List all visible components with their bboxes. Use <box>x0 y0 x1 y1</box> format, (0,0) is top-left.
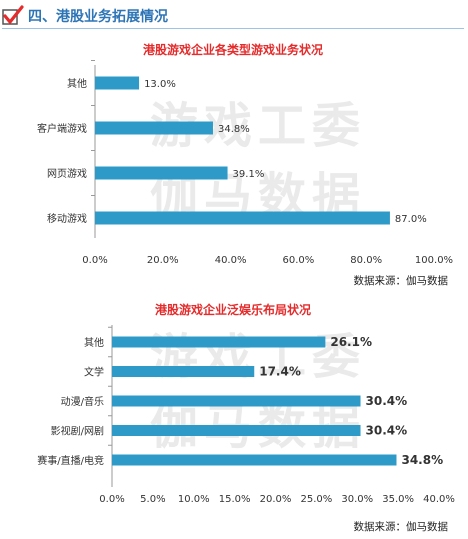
x-tick-label: 35.0% <box>382 494 414 505</box>
x-tick-label: 0.0% <box>82 255 107 266</box>
bar-value-label: 39.1% <box>233 169 265 180</box>
chart-pan-entertainment-svg: 港股游戏企业泛娱乐布局状况游戏工委伽马数据其他26.1%文学17.4%动漫/音乐… <box>37 302 455 533</box>
bar <box>95 166 228 180</box>
bar <box>112 425 361 436</box>
bar <box>95 121 213 135</box>
bar-value-label: 87.0% <box>395 214 427 225</box>
category-label: 其他 <box>67 77 87 90</box>
x-tick-label: 20.0% <box>147 255 179 266</box>
x-tick-label: 30.0% <box>341 494 373 505</box>
x-tick-label: 15.0% <box>219 494 251 505</box>
x-tick-label: 25.0% <box>300 494 332 505</box>
bar <box>95 76 140 90</box>
category-label: 动漫/音乐 <box>61 395 104 408</box>
section-header: 四、港股业务拓展情况 <box>0 0 468 30</box>
section-title: 四、港股业务拓展情况 <box>28 9 168 25</box>
chart-title: 港股游戏企业各类型游戏业务状况 <box>143 42 323 57</box>
source-note: 数据来源：伽马数据 <box>354 520 449 533</box>
category-label: 影视剧/网剧 <box>51 425 104 438</box>
bar-value-label: 30.4% <box>366 394 408 408</box>
x-tick-label: 40.0% <box>423 494 455 505</box>
bar <box>112 366 255 377</box>
x-tick-label: 5.0% <box>140 494 165 505</box>
bar-value-label: 30.4% <box>366 424 408 438</box>
category-label: 文学 <box>84 366 104 379</box>
category-label: 赛事/直播/电竞 <box>37 454 104 467</box>
bar <box>95 211 390 225</box>
source-note: 数据来源：伽马数据 <box>354 274 449 287</box>
bar-value-label: 13.0% <box>144 79 176 90</box>
header-divider <box>2 28 464 29</box>
category-label: 网页游戏 <box>47 167 87 180</box>
chart-game-business: 港股游戏企业各类型游戏业务状况 游戏工委 伽马数据 其他 13.0% 客户端游戏 34.8%… <box>0 30 468 292</box>
bar <box>112 454 397 466</box>
bar <box>112 395 361 407</box>
x-tick-label: 60.0% <box>283 255 315 266</box>
x-tick-label: 0.0% <box>99 494 124 505</box>
x-tick-label: 20.0% <box>260 494 292 505</box>
chart-title: 港股游戏企业泛娱乐布局状况 <box>155 302 311 317</box>
bar-value-label: 34.8% <box>218 124 250 135</box>
category-label: 客户端游戏 <box>37 122 87 135</box>
bar-value-label: 26.1% <box>330 335 372 349</box>
chart-pan-entertainment: 港股游戏企业泛娱乐布局状况游戏工委伽马数据其他26.1%文学17.4%动漫/音乐… <box>0 295 468 539</box>
x-tick-label: 100.0% <box>415 255 453 266</box>
bar-value-label: 17.4% <box>259 365 301 379</box>
x-tick-label: 40.0% <box>215 255 247 266</box>
bar-value-label: 34.8% <box>401 453 443 467</box>
category-label: 其他 <box>84 336 104 349</box>
bar <box>112 336 326 348</box>
x-tick-label: 80.0% <box>350 255 382 266</box>
x-tick-label: 10.0% <box>178 494 210 505</box>
checkmark-icon <box>2 5 24 25</box>
category-label: 移动游戏 <box>47 212 87 225</box>
